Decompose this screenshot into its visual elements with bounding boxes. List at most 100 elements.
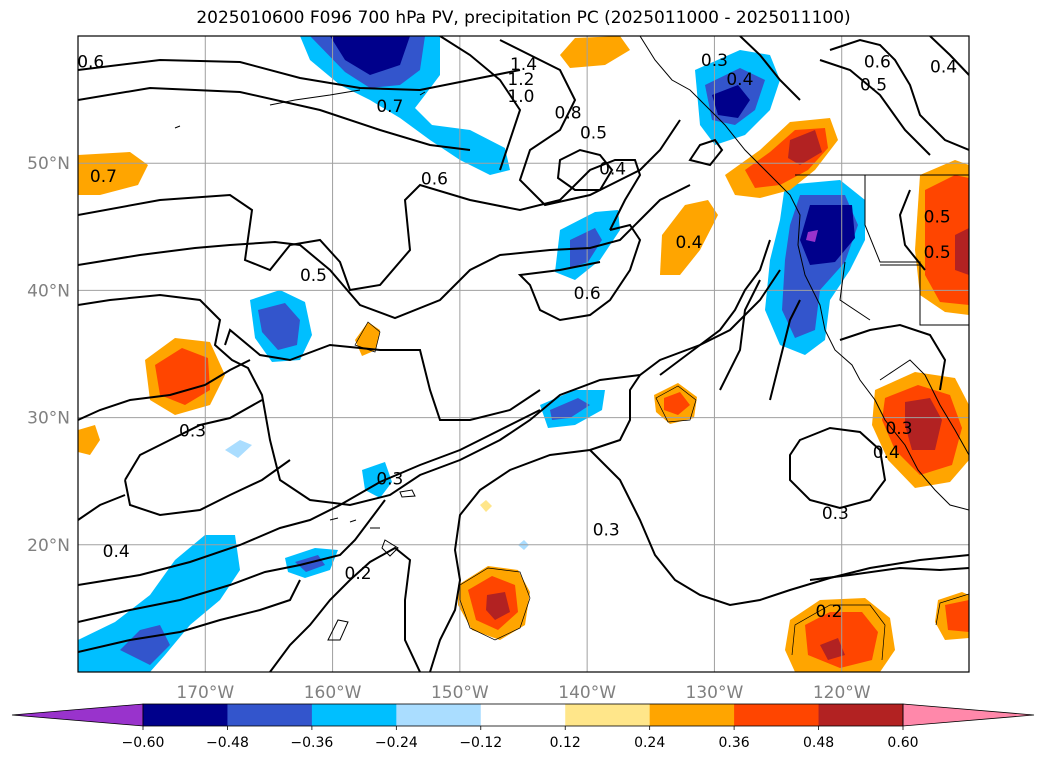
colorbar-tick-label: 0.48 [803,735,834,751]
pv-contour [78,494,126,521]
pv-contour [78,579,301,653]
colorbar-segment [565,704,651,726]
pv-contour [78,58,521,92]
colorbar-ticks: −0.60 −0.48 −0.36 −0.24 −0.12 0.12 0.24 0.36 0.4… [122,726,919,751]
pv-contour [499,39,681,207]
pv-contour [819,59,931,156]
contour-label: 0.5 [924,243,951,263]
contour-label: 0.6 [77,52,104,72]
precip-blob [806,230,818,242]
map-frame [77,35,970,673]
thin-contour [655,385,697,423]
small-island [327,619,349,641]
contour-label: 0.4 [930,58,957,78]
pv-contour [78,499,386,623]
pv-contour [688,138,724,167]
thin-contour [791,604,886,661]
latitude-label: 40°N [27,281,70,301]
pv-contour [78,359,251,421]
colorbar-segment [143,704,228,726]
longitude-label: 130°W [686,683,744,703]
contour-label: 0.4 [873,443,900,463]
contour-label: 0.4 [726,70,753,90]
colorbar-tick-label: 0.24 [634,735,665,751]
colorbar-segment [649,704,735,726]
colorbar-segment [396,704,482,726]
contour-label: 0.4 [599,159,626,179]
thin-contours [354,321,969,661]
thin-contour [459,567,531,641]
baja-california-coast [879,359,969,456]
thin-contour [935,593,969,626]
colorbar-tick-label: 0.12 [550,735,581,751]
state-borders [795,174,969,326]
contour-label: 0.5 [924,208,951,228]
pv-contour [224,328,541,421]
contour-label: 0.6 [574,284,601,304]
colorbar-segment [311,704,397,726]
precip-blob [788,130,822,165]
precip-blob [712,85,750,118]
precip-blob [486,592,510,620]
contour-label: 1.4 [510,55,537,75]
precip-blob [225,440,252,458]
latitude-label: 30°N [27,409,70,429]
precip-blob [664,392,690,415]
contour-label: 0.4 [103,542,130,562]
colorbar-tick-label: −0.12 [459,735,502,751]
pv-contour [839,323,947,391]
contour-label: 1.0 [507,87,534,107]
contour-label: 0.2 [815,602,842,622]
colorbar-tick-label: −0.24 [375,735,418,751]
contour-label: 0.5 [860,75,887,95]
precip-blob [820,638,845,660]
hawaii-islands [329,489,416,557]
colorbar-tick-label: 0.36 [719,735,750,751]
thin-contour [354,321,381,353]
contour-label: 0.7 [376,97,403,117]
graticule [78,36,969,672]
pv-contour [78,409,541,586]
pv-contour [78,86,471,151]
pv-contour [829,38,969,151]
precip-blob [955,228,969,275]
north-america-coast [639,36,969,511]
colorbar-max-extend [902,703,1035,727]
colorbar-min-extend [11,703,144,727]
precip-blob [330,36,410,75]
pv-contour [589,449,969,607]
pv-contour [739,36,801,101]
contour-label: 0.3 [701,51,728,71]
contour-label: 0.3 [179,421,206,441]
contour-label: 0.6 [864,52,891,72]
pv-contour [809,566,969,581]
longitude-label: 160°W [304,683,362,703]
pv-contour [269,546,421,672]
contour-label: 0.2 [345,564,372,584]
precip-blob [660,200,718,275]
longitude-label: 150°W [431,683,489,703]
longitude-label: 170°W [176,683,234,703]
pv-contour [659,239,771,376]
contour-label: 0.5 [300,266,327,286]
colorbar-segment [734,704,820,726]
precip-blob [258,303,300,350]
contour-label: 0.3 [593,521,620,541]
precip-blob [550,398,590,420]
pv-contour [517,223,642,322]
coastlines [174,36,969,641]
longitude-labels: 170°W 160°W 150°W 140°W 130°W 120°W [176,683,870,703]
precip-blob [78,425,100,455]
pv-contours [78,36,969,672]
latitude-label: 50°N [27,154,70,174]
contour-label: 0.6 [421,169,448,189]
longitude-label: 140°W [558,683,616,703]
precip-blob [560,36,630,68]
colorbar-tick-label: −0.60 [122,735,165,751]
contour-label: 0.7 [90,167,117,187]
contour-label: 0.3 [822,504,849,524]
pv-contour [429,374,641,672]
colorbar-outline [142,703,904,727]
map-title: 2025010600 F096 700 hPa PV, precipitatio… [196,8,851,28]
contour-label: 0.5 [580,124,607,144]
